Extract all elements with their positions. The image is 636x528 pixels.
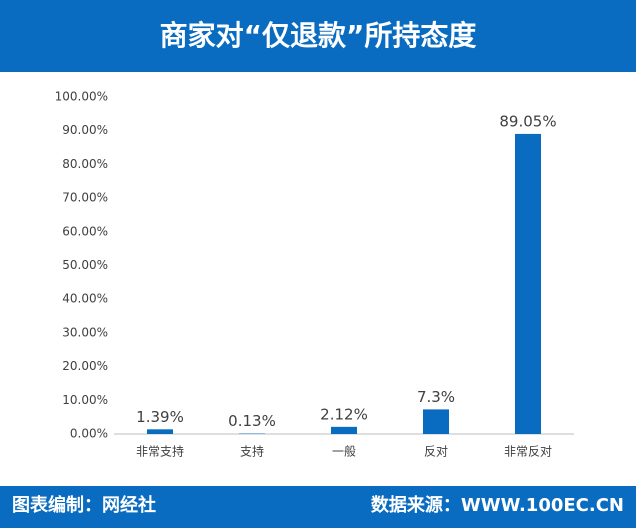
footer-source: 数据来源：WWW.100EC.CN	[371, 494, 624, 516]
x-tick-label: 支持	[240, 444, 264, 459]
y-tick-label: 50.00%	[62, 258, 108, 272]
x-tick-label: 一般	[332, 444, 356, 459]
y-tick-label: 40.00%	[62, 292, 108, 306]
bar	[147, 429, 173, 434]
footer-credit: 图表编制：网经社	[12, 494, 156, 516]
data-label: 7.3%	[417, 388, 455, 406]
bar	[331, 426, 357, 434]
y-tick-label: 60.00%	[62, 224, 108, 238]
bar	[423, 409, 449, 434]
bar	[515, 133, 541, 435]
y-tick-label: 100.00%	[55, 90, 108, 104]
header-banner	[0, 0, 636, 72]
footer-banner	[0, 486, 636, 528]
y-tick-label: 0.00%	[70, 427, 108, 441]
y-tick-label: 80.00%	[62, 157, 108, 171]
x-tick-label: 非常反对	[504, 445, 552, 459]
data-label: 89.05%	[499, 112, 556, 130]
y-tick-label: 20.00%	[62, 359, 108, 373]
y-tick-label: 30.00%	[62, 325, 108, 339]
y-tick-label: 10.00%	[62, 393, 108, 407]
chart-title: 商家对“仅退款”所持态度	[160, 19, 477, 52]
data-label: 2.12%	[320, 405, 368, 423]
x-tick-label: 非常支持	[136, 444, 184, 459]
y-tick-label: 90.00%	[62, 123, 108, 137]
y-tick-label: 70.00%	[62, 191, 108, 205]
x-tick-label: 反对	[424, 445, 448, 459]
data-label: 1.39%	[136, 408, 184, 426]
data-label: 0.13%	[228, 412, 276, 430]
